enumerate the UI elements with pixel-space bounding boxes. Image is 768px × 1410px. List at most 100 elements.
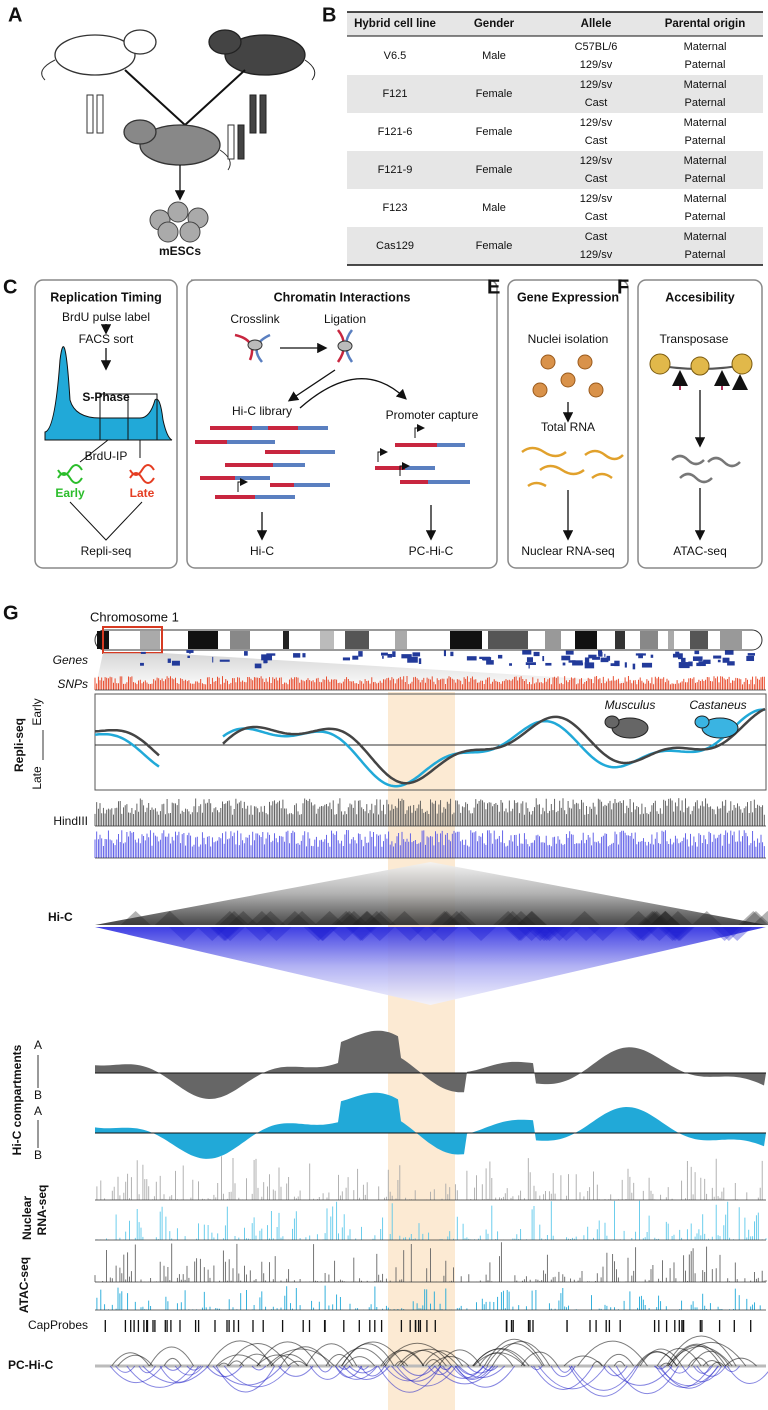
step: Nuclei isolation — [528, 332, 609, 346]
panel-letter: G — [3, 602, 19, 624]
hic-domain — [331, 911, 362, 925]
gene — [263, 659, 267, 664]
gene — [266, 653, 276, 656]
cell: Paternal — [685, 59, 726, 71]
hic-domain — [623, 911, 654, 925]
interaction-arc — [533, 1365, 594, 1390]
gene — [746, 655, 755, 662]
hic-domain — [637, 911, 668, 925]
interaction-arc — [563, 1355, 603, 1367]
capture-probes — [104, 1320, 752, 1332]
interaction-arc — [454, 1365, 489, 1379]
gene — [382, 655, 384, 659]
interaction-arc — [690, 1350, 730, 1367]
gene — [584, 662, 595, 669]
hic-domain — [345, 927, 376, 941]
track-label: HindIII — [53, 814, 88, 828]
interaction-arc — [591, 1361, 603, 1367]
interaction-arc — [399, 1349, 459, 1367]
interaction-arc — [660, 1362, 673, 1367]
axis-label: Early — [30, 698, 44, 725]
signal-bars — [94, 676, 765, 690]
cell: V6.5 — [384, 50, 407, 62]
cell: Female — [476, 126, 513, 138]
interaction-arc — [256, 1354, 300, 1367]
hic-domain — [428, 927, 459, 941]
hic-domain — [493, 911, 524, 925]
cell: Maternal — [684, 231, 727, 243]
gene — [187, 655, 190, 659]
row-shade — [347, 227, 763, 265]
signal-bars — [94, 798, 765, 826]
interaction-arc — [186, 1365, 202, 1371]
interaction-arc — [357, 1365, 369, 1370]
hic-domain — [571, 927, 602, 941]
hic-domain — [752, 911, 768, 925]
hic-domain — [662, 911, 693, 925]
gene — [244, 651, 248, 656]
step: Promoter capture — [386, 408, 479, 422]
cell: 129/sv — [580, 193, 613, 205]
hic-domain — [352, 911, 383, 925]
interaction-arc — [688, 1357, 709, 1367]
interaction-arc — [401, 1365, 436, 1376]
hic-domain — [626, 927, 657, 941]
interaction-arc — [467, 1365, 494, 1374]
interaction-arc — [607, 1365, 673, 1386]
hic-domain — [497, 911, 528, 925]
interaction-arc — [723, 1365, 741, 1373]
interaction-arc — [218, 1362, 230, 1367]
panel-f: F Accesibility Transposase ATAC-seq — [617, 276, 763, 569]
interaction-arc — [380, 1350, 425, 1367]
hic-map — [95, 927, 766, 1005]
cell: Cast — [585, 135, 608, 147]
band — [140, 631, 160, 649]
cell: 129/sv — [580, 79, 613, 91]
hic-domain — [660, 927, 691, 941]
promoter — [377, 448, 388, 462]
hic-domain — [441, 911, 472, 925]
hic-domain — [210, 927, 241, 941]
hic-domain — [246, 911, 277, 925]
gene — [401, 654, 412, 659]
interaction-arc — [425, 1359, 442, 1367]
interaction-arc — [397, 1350, 447, 1367]
hic-domain — [650, 911, 681, 925]
interaction-arc — [206, 1365, 243, 1378]
interaction-arc — [115, 1365, 136, 1373]
band — [575, 631, 597, 649]
interaction-arc — [491, 1340, 551, 1367]
band — [488, 631, 528, 649]
track-label: Genes — [53, 653, 88, 667]
hic-domain — [740, 911, 768, 925]
cell: Female — [476, 240, 513, 252]
hic-domain — [255, 911, 286, 925]
column-header: Hybrid cell line — [354, 18, 436, 30]
gene — [606, 655, 611, 661]
track-label: Repli-seq — [12, 718, 26, 772]
gene — [747, 653, 756, 656]
gene — [545, 662, 552, 666]
panel-title: Gene Expression — [517, 290, 619, 304]
gene — [171, 660, 180, 666]
interaction-arc — [653, 1365, 667, 1370]
column-header: Allele — [581, 18, 612, 30]
gene — [713, 655, 722, 659]
gene — [188, 651, 191, 654]
step: Hi-C library — [232, 404, 292, 418]
cell-cluster — [149, 201, 209, 243]
interaction-arc — [702, 1359, 722, 1367]
band — [450, 631, 482, 649]
panel-letter: B — [322, 4, 336, 26]
interaction-arc — [287, 1360, 308, 1367]
hic-domain — [544, 927, 575, 941]
interaction-arc — [111, 1352, 150, 1367]
mouse-hybrid — [123, 119, 231, 171]
hic-domain — [347, 927, 378, 941]
interaction-arc — [126, 1365, 194, 1388]
hic-domain — [691, 911, 722, 925]
cell: Paternal — [685, 211, 726, 223]
hic-domain — [529, 927, 560, 941]
gene — [703, 659, 711, 664]
cell: 129/sv — [580, 59, 613, 71]
